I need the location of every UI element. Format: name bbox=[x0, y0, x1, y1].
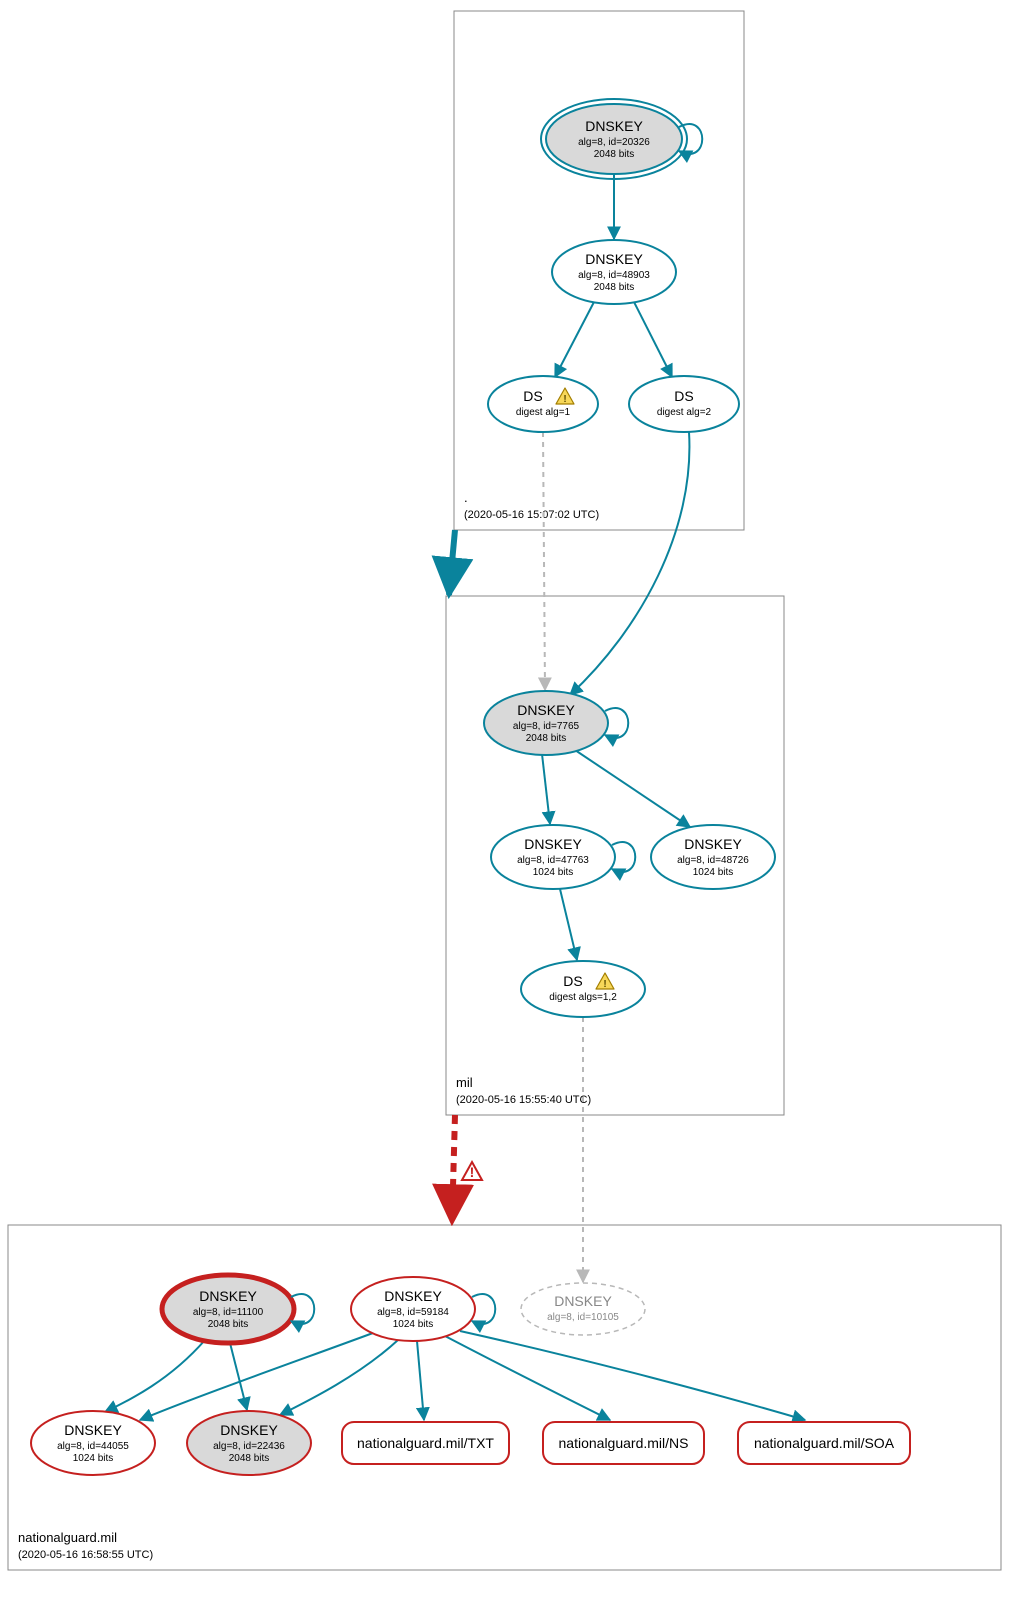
edge bbox=[634, 302, 672, 377]
node-ng-txt: nationalguard.mil/TXT bbox=[342, 1422, 509, 1464]
node-line3: 1024 bits bbox=[73, 1453, 114, 1464]
node-line2: alg=8, id=59184 bbox=[377, 1307, 449, 1318]
node-ng-k22436: DNSKEY alg=8, id=224362048 bits bbox=[187, 1411, 311, 1475]
node-line2: alg=8, id=47763 bbox=[517, 855, 589, 866]
node-root-ds1: DS digest alg=1! bbox=[488, 376, 598, 432]
node-line2: alg=8, id=7765 bbox=[513, 721, 580, 732]
node-ng-zsk: DNSKEY alg=8, id=591841024 bits bbox=[351, 1277, 495, 1341]
node-title: DNSKEY bbox=[585, 118, 643, 134]
node-title: DNSKEY bbox=[199, 1288, 257, 1304]
node-title: DNSKEY bbox=[517, 702, 575, 718]
node-title: DNSKEY bbox=[554, 1293, 612, 1309]
node-line3: 1024 bits bbox=[533, 867, 574, 878]
node-line3: 2048 bits bbox=[526, 733, 567, 744]
node-ng-ghost: DNSKEY alg=8, id=10105 bbox=[521, 1283, 645, 1335]
edge bbox=[280, 1340, 398, 1415]
node-line3: 2048 bits bbox=[594, 282, 635, 293]
zone-label-ng: nationalguard.mil bbox=[18, 1530, 117, 1545]
node-title: DNSKEY bbox=[524, 836, 582, 852]
node-line2: alg=8, id=48726 bbox=[677, 855, 749, 866]
node-mil-zsk2: DNSKEY alg=8, id=487261024 bits bbox=[651, 825, 775, 889]
node-root-ksk: DNSKEY alg=8, id=203262048 bits bbox=[541, 99, 702, 179]
node-title: DS bbox=[523, 388, 542, 404]
rr-label: nationalguard.mil/NS bbox=[559, 1435, 689, 1451]
zone-sublabel-root: (2020-05-16 15:07:02 UTC) bbox=[464, 509, 599, 521]
rr-label: nationalguard.mil/TXT bbox=[357, 1435, 494, 1451]
edge bbox=[555, 302, 594, 377]
node-title: DNSKEY bbox=[684, 836, 742, 852]
edge bbox=[230, 1343, 247, 1410]
node-ng-ksk1: DNSKEY alg=8, id=111002048 bits bbox=[162, 1275, 314, 1343]
edge bbox=[570, 432, 689, 695]
node-root-zsk: DNSKEY alg=8, id=489032048 bits bbox=[552, 240, 676, 304]
warning-icon: ! bbox=[603, 979, 606, 990]
node-line2: alg=8, id=44055 bbox=[57, 1441, 129, 1452]
node-root-ds2: DS digest alg=2 bbox=[629, 376, 739, 432]
node-title: DNSKEY bbox=[384, 1288, 442, 1304]
edge bbox=[140, 1333, 373, 1420]
node-line2: alg=8, id=20326 bbox=[578, 137, 650, 148]
zone-sublabel-ng: (2020-05-16 16:58:55 UTC) bbox=[18, 1549, 153, 1561]
node-mil-ds: DS digest algs=1,2! bbox=[521, 961, 645, 1017]
node-line2: alg=8, id=10105 bbox=[547, 1312, 619, 1323]
node-ng-k44055: DNSKEY alg=8, id=440551024 bits bbox=[31, 1411, 155, 1475]
dnssec-diagram: . (2020-05-16 15:07:02 UTC) mil (2020-05-16… bbox=[0, 0, 1009, 1621]
node-line2: alg=8, id=11100 bbox=[193, 1307, 264, 1318]
node-line3: 1024 bits bbox=[393, 1319, 434, 1330]
edge bbox=[542, 754, 550, 824]
node-line3: 1024 bits bbox=[693, 867, 734, 878]
edge bbox=[543, 432, 545, 690]
warning-icon: ! bbox=[470, 1164, 475, 1180]
zone-label-mil: mil bbox=[456, 1075, 473, 1090]
node-title: DNSKEY bbox=[220, 1422, 278, 1438]
node-mil-ksk: DNSKEY alg=8, id=77652048 bits bbox=[484, 691, 628, 755]
node-line3: 2048 bits bbox=[229, 1453, 270, 1464]
node-line2: digest algs=1,2 bbox=[549, 992, 617, 1003]
zone-box-ng bbox=[8, 1225, 1001, 1570]
node-ng-soa: nationalguard.mil/SOA bbox=[738, 1422, 910, 1464]
edge bbox=[460, 1331, 805, 1420]
node-title: DS bbox=[563, 973, 582, 989]
node-title: DS bbox=[674, 388, 693, 404]
node-line2: digest alg=2 bbox=[657, 407, 712, 418]
edge bbox=[575, 750, 690, 827]
node-line3: 2048 bits bbox=[208, 1319, 249, 1330]
edge bbox=[417, 1341, 424, 1420]
node-title: DNSKEY bbox=[64, 1422, 122, 1438]
zone-label-root: . bbox=[464, 490, 468, 505]
edge bbox=[449, 530, 455, 595]
zone-sublabel-mil: (2020-05-16 15:55:40 UTC) bbox=[456, 1094, 591, 1106]
node-line3: 2048 bits bbox=[594, 149, 635, 160]
node-title: DNSKEY bbox=[585, 251, 643, 267]
edge bbox=[445, 1336, 610, 1420]
warning-icon: ! bbox=[563, 394, 566, 405]
node-line2: alg=8, id=48903 bbox=[578, 270, 650, 281]
node-ng-ns: nationalguard.mil/NS bbox=[543, 1422, 704, 1464]
node-line2: digest alg=1 bbox=[516, 407, 571, 418]
node-line2: alg=8, id=22436 bbox=[213, 1441, 285, 1452]
edge bbox=[452, 1115, 455, 1222]
rr-label: nationalguard.mil/SOA bbox=[754, 1435, 895, 1451]
edge bbox=[560, 889, 577, 960]
node-mil-zsk1: DNSKEY alg=8, id=477631024 bits bbox=[491, 825, 635, 889]
